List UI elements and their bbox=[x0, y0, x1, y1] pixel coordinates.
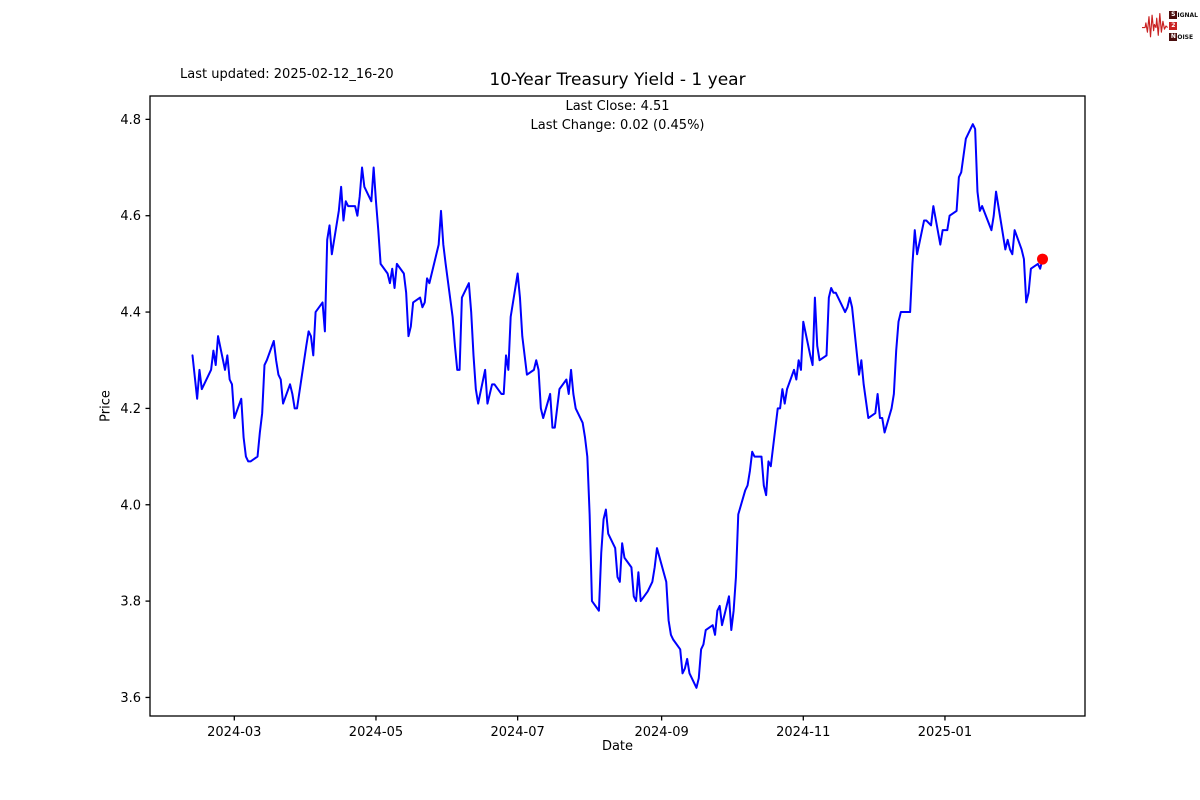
logo-letter-s: S bbox=[1169, 11, 1178, 19]
last-change-text: Last Change: 0.02 (0.45%) bbox=[530, 117, 705, 133]
logo-letter-n: N bbox=[1169, 33, 1178, 41]
y-tick-label: 4.0 bbox=[120, 498, 141, 513]
y-tick-label: 4.4 bbox=[120, 306, 141, 321]
x-tick-label: 2024-09 bbox=[634, 725, 688, 740]
x-tick-label: 2024-07 bbox=[490, 725, 544, 740]
x-tick-label: 2024-11 bbox=[776, 725, 830, 740]
chart-title: 10-Year Treasury Yield - 1 year bbox=[489, 70, 746, 90]
axes-spines bbox=[149, 95, 1086, 717]
chart-subtitle: Last Close: 4.51 Last Change: 0.02 (0.45… bbox=[150, 98, 1085, 135]
logo-text: S IGNAL 2 N OISE bbox=[1169, 11, 1198, 41]
y-tick-label: 4.6 bbox=[120, 209, 141, 224]
plot-area: 3.6 3.8 4.0 4.2 4.4 4.6 4.8 2024-03 2024-05 2024-… bbox=[120, 95, 1086, 740]
logo-word-noise: OISE bbox=[1177, 33, 1194, 41]
x-tick-label: 2025-01 bbox=[918, 725, 972, 740]
yield-line bbox=[191, 123, 1044, 689]
x-tick-label: 2024-03 bbox=[207, 725, 261, 740]
y-tick-label: 4.2 bbox=[120, 402, 141, 417]
waveform-icon bbox=[1142, 13, 1168, 38]
y-tick-label: 3.6 bbox=[120, 691, 141, 706]
y-tick-label: 4.8 bbox=[120, 113, 141, 128]
y-axis-label: Price bbox=[98, 390, 114, 422]
x-tick-label: 2024-05 bbox=[349, 725, 403, 740]
logo-letter-2: 2 bbox=[1169, 22, 1178, 30]
logo-word-signal: IGNAL bbox=[1177, 11, 1198, 19]
x-axis-label: Date bbox=[601, 739, 634, 754]
last-updated-text: Last updated: 2025-02-12_16-20 bbox=[180, 67, 394, 82]
last-close-text: Last Close: 4.51 bbox=[565, 99, 670, 114]
y-tick-label: 3.8 bbox=[120, 595, 141, 610]
signal2noise-logo: S IGNAL 2 N OISE bbox=[1142, 4, 1198, 48]
last-close-marker bbox=[1037, 253, 1048, 265]
